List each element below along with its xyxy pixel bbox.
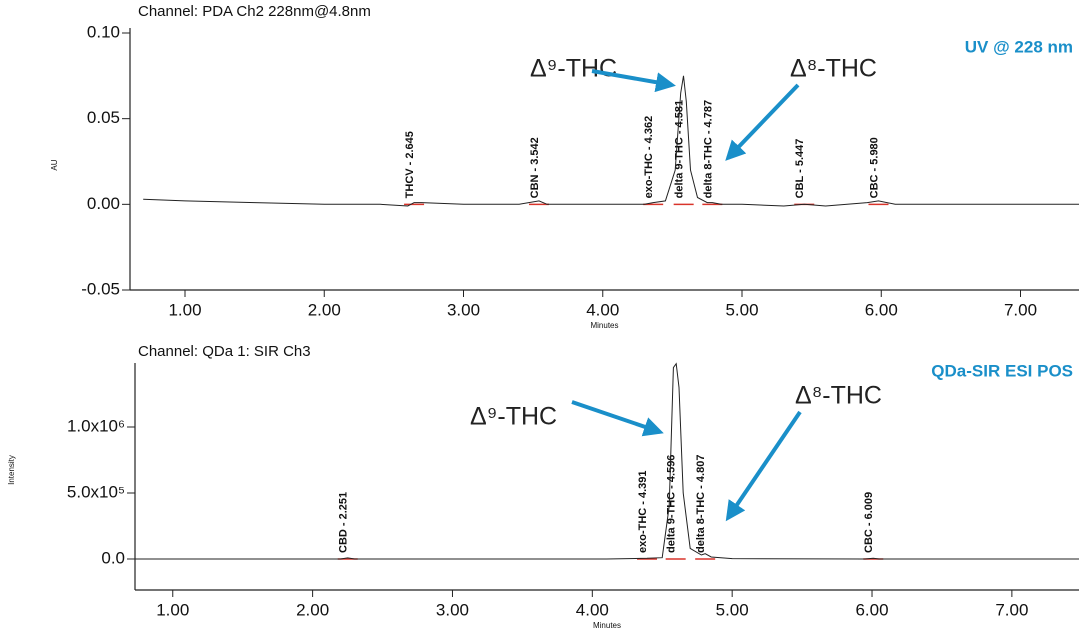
- annotation: Δ⁸-THC: [790, 55, 877, 83]
- annotation-arrow: [725, 410, 802, 522]
- panel-title: Channel: QDa 1: SIR Ch3: [138, 343, 311, 360]
- x-tick-label: 6.00: [855, 600, 888, 619]
- peak-label: CBC - 5.980: [868, 137, 880, 198]
- x-tick-label: 7.00: [1004, 300, 1037, 319]
- y-tick-label: 5.0x10⁵: [67, 482, 125, 501]
- y-tick-label: 0.00: [87, 194, 120, 213]
- peak-label: delta 8-THC - 4.807: [695, 455, 707, 553]
- x-tick-label: 7.00: [995, 600, 1028, 619]
- x-axis-label: Minutes: [590, 321, 618, 330]
- y-tick-label: 0.05: [87, 108, 120, 127]
- x-tick-label: 4.00: [576, 600, 609, 619]
- annotation: Δ⁹-THC: [530, 55, 617, 83]
- peak-label: exo-THC - 4.362: [643, 116, 655, 199]
- peak-label: exo-THC - 4.391: [637, 470, 649, 553]
- x-tick-label: 2.00: [308, 300, 341, 319]
- peak-label: THCV - 2.645: [404, 131, 416, 198]
- channel-label: UV @ 228 nm: [965, 37, 1073, 56]
- x-tick-label: 3.00: [447, 300, 480, 319]
- x-tick-label: 6.00: [865, 300, 898, 319]
- y-tick-label: 0.10: [87, 22, 120, 41]
- peak-label: delta 9-THC - 4.596: [666, 455, 678, 553]
- x-tick-label: 3.00: [436, 600, 469, 619]
- peak-label: delta 8-THC - 4.787: [702, 100, 714, 198]
- peak-label: CBC - 6.009: [863, 492, 875, 553]
- annotation: Δ⁹-THC: [470, 403, 557, 431]
- x-tick-label: 4.00: [586, 300, 619, 319]
- y-axis-label: AU: [50, 159, 59, 170]
- trace: [135, 362, 1079, 560]
- peak-label: CBD - 2.251: [338, 492, 350, 553]
- x-tick-label: 1.00: [156, 600, 189, 619]
- x-tick-label: 5.00: [716, 600, 749, 619]
- y-tick-label: -0.05: [81, 279, 120, 298]
- annotation-arrow: [725, 83, 800, 161]
- trace: [143, 75, 1079, 207]
- y-tick-label: 1.0x10⁶: [67, 416, 125, 435]
- y-axis-label: Intensity: [7, 455, 16, 485]
- y-tick-label: 0.0: [101, 548, 125, 567]
- peak-label: CBN - 3.542: [529, 137, 541, 198]
- peak-label: CBL - 5.447: [794, 139, 806, 199]
- x-tick-label: 5.00: [725, 300, 758, 319]
- x-tick-label: 1.00: [168, 300, 201, 319]
- annotation-arrow: [571, 400, 664, 437]
- annotation: Δ⁸-THC: [795, 382, 882, 410]
- annotation-arrow: [591, 69, 676, 93]
- peak-label: delta 9-THC - 4.581: [674, 100, 686, 198]
- panel-title: Channel: PDA Ch2 228nm@4.8nm: [138, 3, 371, 20]
- x-tick-label: 2.00: [296, 600, 329, 619]
- x-axis-label: Minutes: [593, 621, 621, 628]
- channel-label: QDa-SIR ESI POS: [931, 361, 1073, 380]
